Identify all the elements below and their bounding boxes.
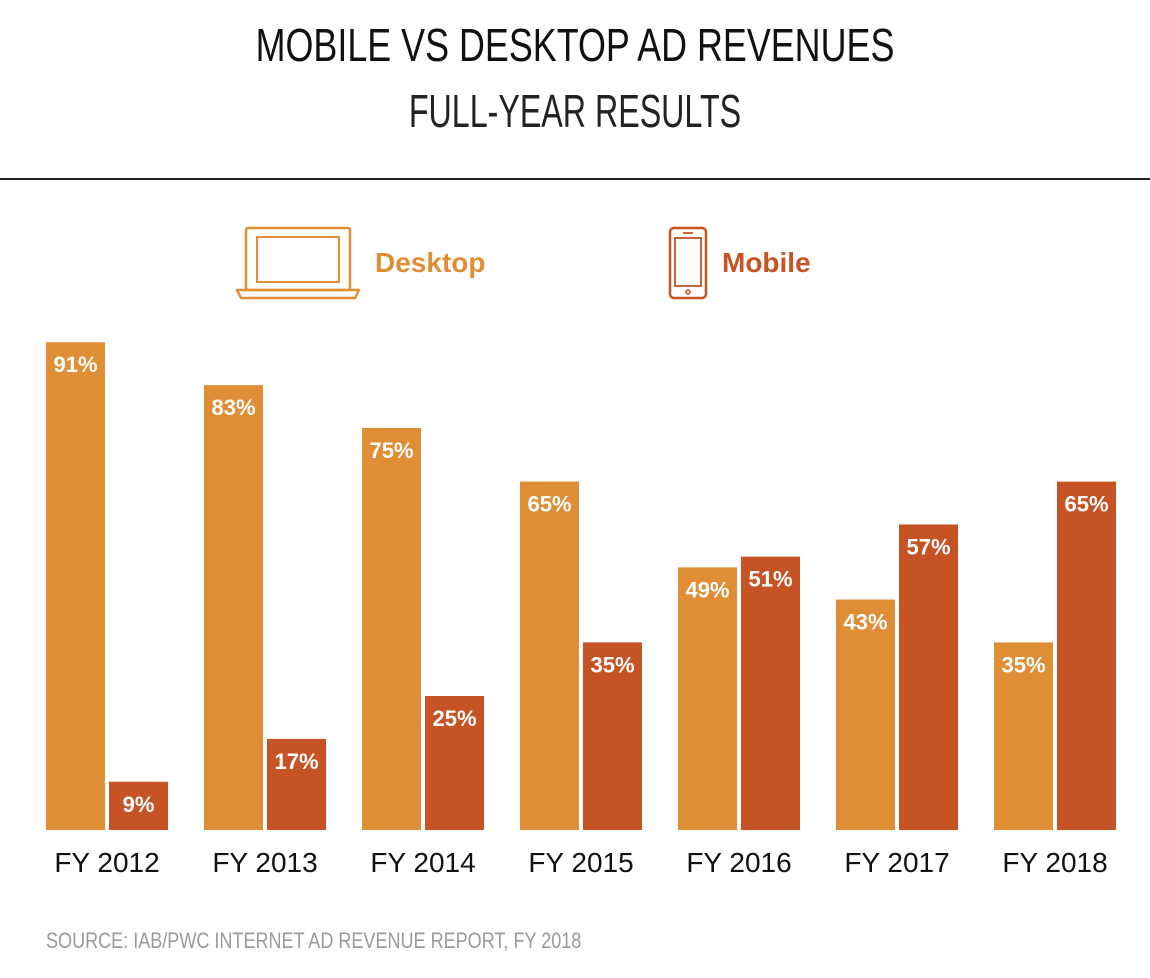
chart-subtitle: FULL-YEAR RESULTS <box>408 85 742 137</box>
legend-desktop: Desktop <box>235 226 485 300</box>
desktop-bar-fy-2017 <box>836 599 895 830</box>
mobile-value-label: 17% <box>274 749 318 774</box>
x-tick-label: FY 2018 <box>1002 847 1107 878</box>
desktop-bar-fy-2016 <box>678 567 737 830</box>
mobile-bar-fy-2013 <box>267 738 326 830</box>
header-divider <box>0 178 1150 180</box>
x-tick-label: FY 2016 <box>686 847 791 878</box>
mobile-bar-fy-2014 <box>425 696 484 830</box>
x-tick-label: FY 2012 <box>54 847 159 878</box>
mobile-bar-fy-2012 <box>109 781 168 830</box>
mobile-value-label: 65% <box>1064 492 1108 517</box>
x-tick-label: FY 2017 <box>844 847 949 878</box>
mobile-bar-fy-2017 <box>899 524 958 830</box>
desktop-value-label: 49% <box>685 577 729 602</box>
smartphone-icon <box>668 226 708 300</box>
mobile-value-label: 35% <box>590 652 634 677</box>
source-note: SOURCE: IAB/PWC INTERNET AD REVENUE REPO… <box>46 928 582 953</box>
x-tick-label: FY 2013 <box>212 847 317 878</box>
desktop-bar-fy-2012 <box>46 342 105 830</box>
mobile-value-label: 9% <box>123 792 155 817</box>
desktop-value-label: 83% <box>211 395 255 420</box>
desktop-value-label: 91% <box>53 352 97 377</box>
mobile-bar-fy-2018 <box>1057 481 1116 830</box>
chart-title: MOBILE VS DESKTOP AD REVENUES <box>255 19 895 71</box>
desktop-value-label: 43% <box>843 610 887 635</box>
mobile-bar-fy-2016 <box>741 556 800 830</box>
desktop-bar-fy-2014 <box>362 428 421 830</box>
x-tick-label: FY 2014 <box>370 847 475 878</box>
bar-chart: 91% 9% FY 2012 83% 17% FY 2013 75% 25% FY 2014 65… <box>46 342 1116 878</box>
mobile-value-label: 51% <box>748 567 792 592</box>
legend-mobile: Mobile <box>668 226 811 300</box>
desktop-bar-fy-2015 <box>520 481 579 830</box>
mobile-value-label: 57% <box>906 534 950 559</box>
desktop-bar-fy-2018 <box>994 642 1053 830</box>
desktop-bar-fy-2013 <box>204 385 263 830</box>
mobile-value-label: 25% <box>432 706 476 731</box>
laptop-icon <box>235 226 361 300</box>
legend-mobile-label: Mobile <box>722 247 811 278</box>
desktop-value-label: 65% <box>527 492 571 517</box>
desktop-value-label: 35% <box>1001 652 1045 677</box>
mobile-bar-fy-2015 <box>583 642 642 830</box>
legend-desktop-label: Desktop <box>375 247 486 278</box>
desktop-value-label: 75% <box>369 438 413 463</box>
x-tick-label: FY 2015 <box>528 847 633 878</box>
